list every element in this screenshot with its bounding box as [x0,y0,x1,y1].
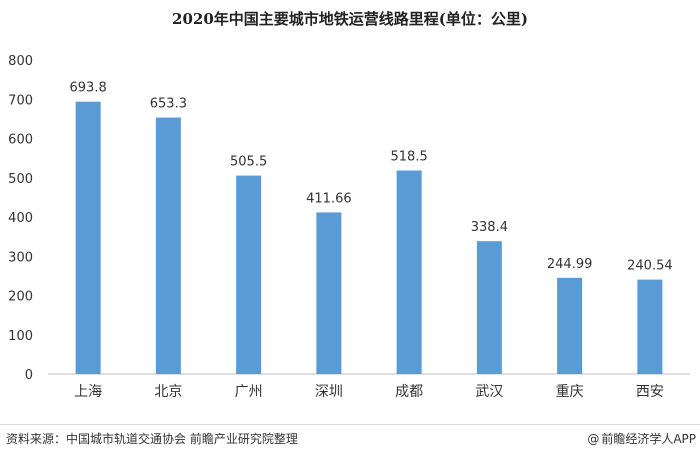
x-tick-label: 重庆 [556,384,584,400]
data-label: 338.4 [471,220,508,235]
footer: 资料来源：中国城市轨道交通协会 前瞻产业研究院整理 @ 前瞻经济学人APP [0,424,700,451]
data-label: 240.54 [627,259,673,274]
credit: @ 前瞻经济学人APP [587,430,696,447]
bar [637,279,663,374]
data-label: 411.66 [306,191,352,206]
x-tick-label: 武汉 [475,384,503,400]
y-tick-label: 300 [8,250,33,265]
x-tick-label: 西安 [636,384,664,400]
source-note: 资料来源：中国城市轨道交通协会 前瞻产业研究院整理 [6,432,298,446]
at-sign-icon: @ [587,432,600,446]
bar [557,277,583,374]
y-tick-label: 600 [8,133,33,148]
y-tick-label: 800 [8,54,33,69]
data-label: 653.3 [150,97,187,112]
data-label: 505.5 [230,155,267,170]
bar [155,117,181,375]
data-label: 693.8 [70,81,107,96]
y-tick-label: 700 [8,93,33,108]
bar [476,241,502,374]
bar [316,212,342,374]
data-label: 244.99 [547,257,593,272]
bar [396,170,422,374]
x-tick-label: 上海 [74,384,102,400]
bar [75,101,101,374]
y-tick-label: 500 [8,172,33,187]
x-tick-label: 成都 [395,384,423,400]
y-tick-label: 0 [25,368,33,383]
x-tick-label: 广州 [235,384,263,400]
bar [236,175,262,374]
y-tick-label: 200 [8,290,33,305]
credit-label: 前瞻经济学人APP [601,432,696,446]
chart-title: 2020年中国主要城市地铁运营线路里程(单位：公里) [172,10,528,28]
y-tick-label: 400 [8,211,33,226]
y-tick-label: 100 [8,329,33,344]
x-tick-label: 北京 [154,384,182,400]
x-tick-label: 深圳 [315,384,343,400]
data-label: 518.5 [391,149,428,164]
